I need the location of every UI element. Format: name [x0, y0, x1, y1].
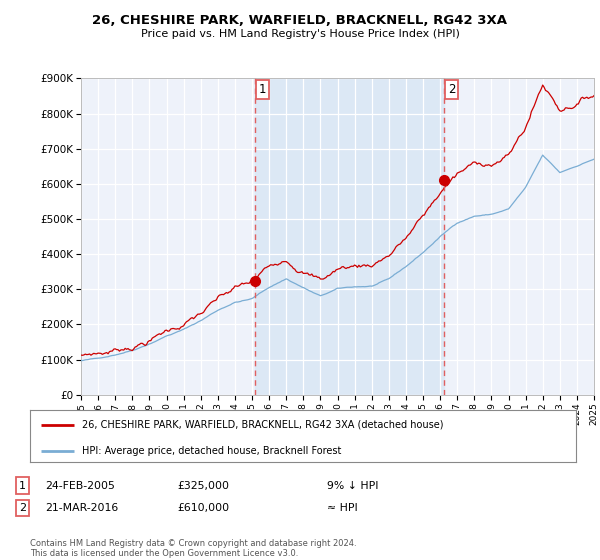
Text: HPI: Average price, detached house, Bracknell Forest: HPI: Average price, detached house, Brac…	[82, 446, 341, 456]
Text: 26, CHESHIRE PARK, WARFIELD, BRACKNELL, RG42 3XA (detached house): 26, CHESHIRE PARK, WARFIELD, BRACKNELL, …	[82, 420, 443, 430]
Text: 1: 1	[19, 480, 26, 491]
Text: Contains HM Land Registry data © Crown copyright and database right 2024.
This d: Contains HM Land Registry data © Crown c…	[30, 539, 356, 558]
Text: ≈ HPI: ≈ HPI	[327, 503, 358, 513]
Text: 9% ↓ HPI: 9% ↓ HPI	[327, 480, 379, 491]
Text: £325,000: £325,000	[177, 480, 229, 491]
Text: 2: 2	[19, 503, 26, 513]
Text: 1: 1	[259, 82, 266, 96]
Text: 24-FEB-2005: 24-FEB-2005	[45, 480, 115, 491]
Text: Price paid vs. HM Land Registry's House Price Index (HPI): Price paid vs. HM Land Registry's House …	[140, 29, 460, 39]
Text: 21-MAR-2016: 21-MAR-2016	[45, 503, 118, 513]
Text: 2: 2	[448, 82, 455, 96]
Text: £610,000: £610,000	[177, 503, 229, 513]
Bar	[254, 78, 444, 395]
Text: 26, CHESHIRE PARK, WARFIELD, BRACKNELL, RG42 3XA: 26, CHESHIRE PARK, WARFIELD, BRACKNELL, …	[92, 14, 508, 27]
